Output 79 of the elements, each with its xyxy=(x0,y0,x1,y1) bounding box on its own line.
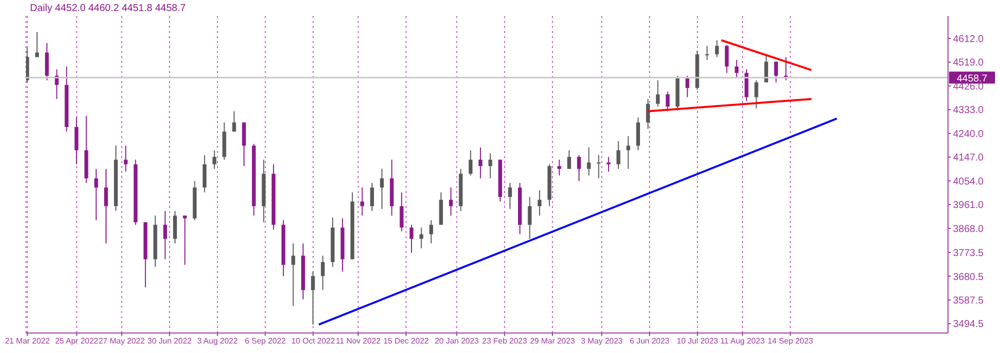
x-tick-label: 27 May 2022 xyxy=(98,336,146,346)
candlestick xyxy=(488,152,492,179)
y-tick-label: 4147.0 xyxy=(953,152,984,164)
y-tick-label: 4612.0 xyxy=(953,34,984,46)
candlestick xyxy=(468,150,472,176)
candlestick xyxy=(360,187,364,216)
y-tick-label: 3868.0 xyxy=(953,224,984,235)
candlestick xyxy=(242,122,246,167)
candlestick xyxy=(528,196,532,240)
y-tick-label: 4054.0 xyxy=(953,176,984,188)
candlestick xyxy=(715,40,719,58)
candlestick xyxy=(26,47,30,83)
candlestick xyxy=(636,117,640,151)
x-tick-label: 11 Nov 2022 xyxy=(336,336,382,346)
candlestick xyxy=(291,242,296,306)
candlestick xyxy=(754,80,758,109)
candlestick xyxy=(320,255,325,291)
x-tick-label: 29 Mar 2023 xyxy=(530,336,576,346)
y-tick-label: 3773.5 xyxy=(953,248,984,260)
candlestick xyxy=(724,44,729,74)
candlestick xyxy=(419,227,424,249)
x-tick-label: 6 Jun 2023 xyxy=(630,336,670,346)
candlestick xyxy=(478,146,482,179)
candlestick xyxy=(646,98,650,130)
x-tick-label: 25 Apr 2022 xyxy=(55,336,99,346)
candlestick xyxy=(212,150,216,170)
candlestick xyxy=(104,168,108,244)
x-tick-label: 30 Jun 2022 xyxy=(148,336,192,346)
candlestick xyxy=(596,154,601,179)
candlestick xyxy=(538,190,542,216)
candlestick xyxy=(45,42,49,81)
x-tick-label: 20 Jan 2023 xyxy=(434,336,480,346)
candlestick xyxy=(74,117,78,165)
x-tick-label: 3 May 2023 xyxy=(580,336,624,346)
x-tick-label: 23 Feb 2023 xyxy=(482,336,528,346)
candlestick xyxy=(400,192,404,232)
candlestick xyxy=(370,182,374,212)
candlestick xyxy=(557,159,562,176)
candlestick xyxy=(508,182,512,210)
candlestick xyxy=(232,110,236,132)
candlestick xyxy=(173,210,177,244)
candlestick xyxy=(380,168,384,210)
y-tick-label: 3680.5 xyxy=(953,272,984,283)
candlestick xyxy=(202,154,206,193)
candlestick xyxy=(774,61,778,83)
y-tick-label: 4240.0 xyxy=(953,128,984,140)
x-tick-label: 10 Oct 2022 xyxy=(291,336,336,346)
candlestick xyxy=(656,80,660,108)
y-tick-label: 4333.0 xyxy=(953,105,984,116)
y-tick-label: 3961.0 xyxy=(953,200,984,212)
candlestick xyxy=(163,210,168,260)
x-tick-label: 14 Sep 2023 xyxy=(768,336,814,346)
chart-title: Daily 4452.0 4460.2 4451.8 4458.7 xyxy=(30,3,186,14)
candlestick xyxy=(124,145,128,172)
candlestick xyxy=(311,270,315,326)
candlestick xyxy=(567,150,572,170)
candlestick xyxy=(616,140,620,170)
candlestick xyxy=(666,91,670,112)
candlestick xyxy=(182,215,187,266)
candlestick xyxy=(577,154,581,182)
x-tick-label: 15 Dec 2022 xyxy=(383,336,430,346)
candlestick xyxy=(606,156,610,172)
candlestick xyxy=(410,224,414,254)
y-tick-label: 4519.0 xyxy=(953,58,984,69)
x-tick-label: 11 Aug 2023 xyxy=(720,336,766,346)
x-tick-label: 10 Jul 2023 xyxy=(676,336,719,346)
candlestick xyxy=(734,59,739,78)
candlestick xyxy=(685,75,690,98)
y-tick-label: 3494.5 xyxy=(953,319,984,330)
x-tick-label: 6 Sep 2022 xyxy=(244,336,286,346)
candlestick xyxy=(705,45,709,60)
y-tick-label: 3587.5 xyxy=(953,295,984,306)
x-tick-label: 21 Mar 2022 xyxy=(4,336,50,346)
x-tick-label: 3 Aug 2022 xyxy=(197,336,238,346)
candlestick xyxy=(586,146,591,176)
candlestick xyxy=(35,32,39,58)
candlestick xyxy=(626,136,630,170)
candlestick xyxy=(448,187,453,216)
candlestick xyxy=(94,168,98,221)
